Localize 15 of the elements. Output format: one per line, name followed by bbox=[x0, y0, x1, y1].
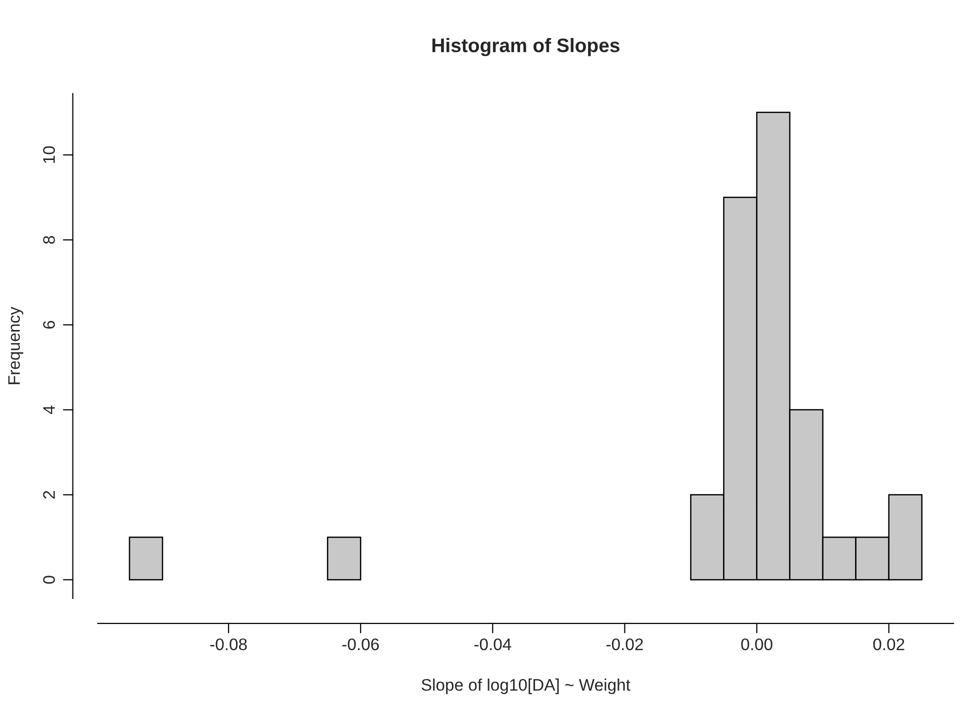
x-tick-label: -0.06 bbox=[342, 638, 379, 650]
x-axis-title: Slope of log10[DA] ~ Weight bbox=[422, 678, 630, 694]
y-tick-label: 6 bbox=[43, 320, 55, 329]
y-tick-label: 0 bbox=[43, 576, 55, 584]
x-tick-label: -0.04 bbox=[474, 638, 512, 650]
y-axis-title: Frequency bbox=[8, 306, 24, 384]
x-tick-label: 0.02 bbox=[873, 638, 904, 650]
y-tick-label: 8 bbox=[43, 236, 55, 244]
x-tick-label: -0.08 bbox=[210, 638, 247, 650]
y-tick-label: 10 bbox=[43, 146, 55, 163]
x-tick-label: -0.02 bbox=[606, 638, 643, 650]
x-tick-label: 0.00 bbox=[741, 638, 772, 650]
chart-title: Histogram of Slopes bbox=[432, 38, 620, 56]
y-tick-label: 2 bbox=[43, 490, 55, 499]
y-tick-label: 4 bbox=[43, 406, 55, 414]
